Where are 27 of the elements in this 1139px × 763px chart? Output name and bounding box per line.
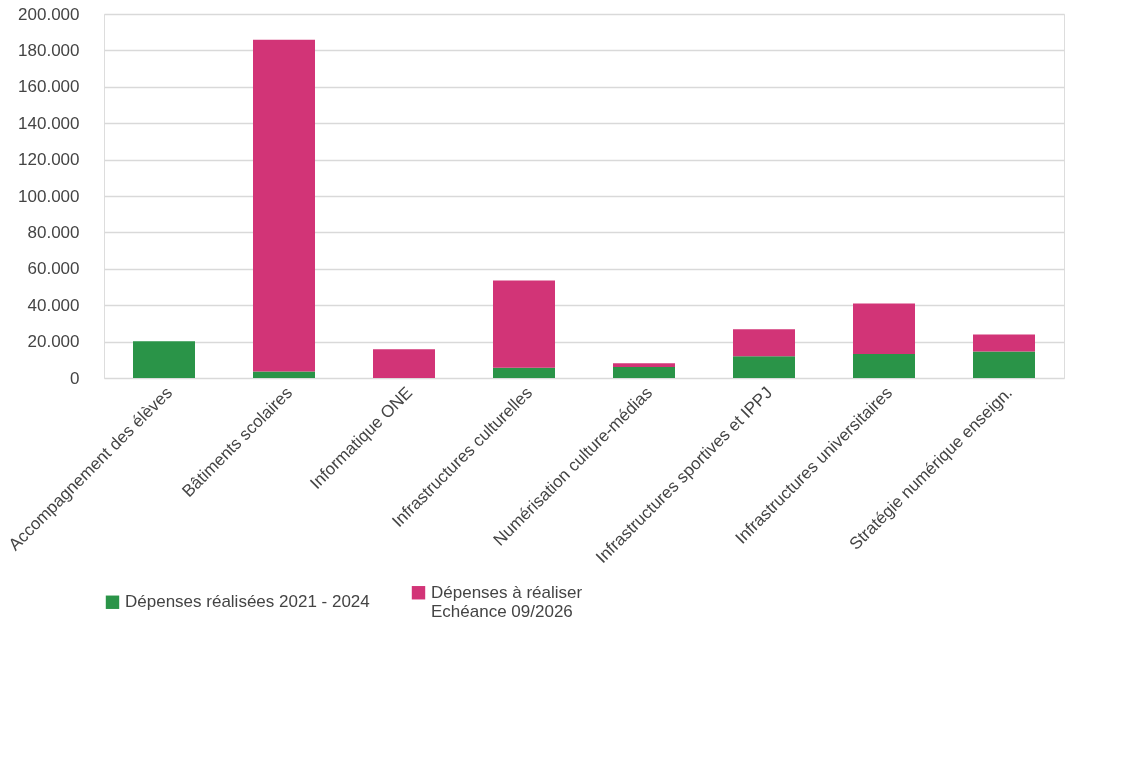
bar bbox=[853, 353, 915, 378]
y-tick-label: 40.000 bbox=[27, 295, 80, 315]
legend-label: Dépenses réalisées 2021 - 2024 bbox=[125, 592, 370, 612]
bar bbox=[133, 341, 195, 378]
bar bbox=[973, 351, 1035, 378]
y-tick-label: 160.000 bbox=[18, 77, 80, 97]
y-tick-label: 180.000 bbox=[18, 40, 80, 60]
bar bbox=[493, 280, 555, 368]
bar bbox=[733, 356, 795, 378]
y-tick-label: 0 bbox=[70, 368, 80, 388]
bar bbox=[373, 349, 435, 378]
bar bbox=[253, 371, 315, 378]
bar bbox=[493, 367, 555, 378]
y-tick-label: 20.000 bbox=[27, 332, 80, 352]
y-tick-label: 120.000 bbox=[18, 150, 80, 170]
bar bbox=[253, 39, 315, 372]
bar bbox=[973, 334, 1035, 352]
y-tick-label: 140.000 bbox=[18, 113, 80, 133]
bar bbox=[613, 363, 675, 367]
y-tick-label: 60.000 bbox=[27, 259, 80, 279]
y-tick-label: 200.000 bbox=[18, 4, 80, 24]
y-tick-label: 100.000 bbox=[18, 186, 80, 206]
legend-label: Dépenses à réaliser Echéance 09/2026 bbox=[431, 582, 583, 621]
bar bbox=[853, 303, 915, 354]
bar bbox=[613, 366, 675, 378]
y-tick-label: 80.000 bbox=[27, 222, 80, 242]
bar bbox=[733, 329, 795, 357]
